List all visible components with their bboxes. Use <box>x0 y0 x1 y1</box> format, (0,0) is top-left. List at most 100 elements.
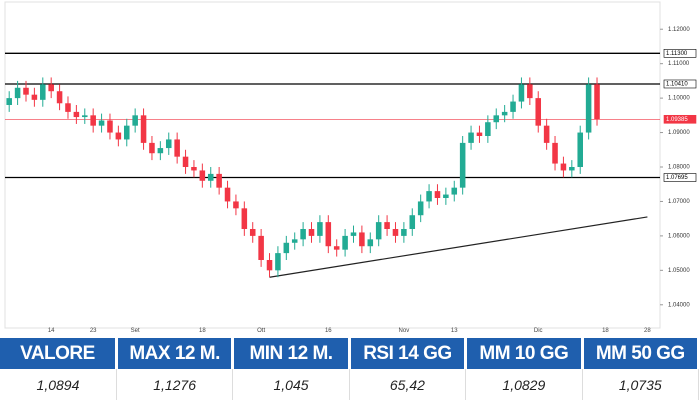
candle-body <box>291 239 298 243</box>
candle-body <box>350 232 357 236</box>
x-tick-label: 14 <box>48 328 55 334</box>
candle-body <box>90 115 96 126</box>
candle-body <box>560 163 567 171</box>
header-cell: MAX 12 M. <box>116 338 235 369</box>
y-tick-label: 1.05000 <box>668 268 690 274</box>
candle-body <box>459 142 466 188</box>
candle-body <box>157 148 164 154</box>
candle-body <box>258 235 264 260</box>
y-tick-label: 1.04000 <box>668 302 690 308</box>
plot-frame <box>4 1 661 329</box>
candle-body <box>527 84 533 99</box>
candle-body <box>48 84 54 92</box>
value-cell: 1,1276 <box>116 369 234 400</box>
value-cell: 1,0829 <box>465 369 583 400</box>
x-tick-label: 18 <box>199 328 206 334</box>
candle-body <box>98 120 105 126</box>
candle-body <box>6 98 12 105</box>
y-tick-label: 1.06000 <box>668 233 690 239</box>
candle-body <box>325 222 332 247</box>
header-cell: VALORE <box>0 338 118 369</box>
candle-body <box>174 139 180 157</box>
header-cell: MIN 12 M. <box>232 338 351 369</box>
candle-body <box>434 191 441 198</box>
candle-body <box>535 98 542 126</box>
candle-body <box>308 229 315 236</box>
level-label-box <box>663 49 697 58</box>
x-tick-label: 13 <box>451 328 458 334</box>
level-label-box <box>663 79 697 89</box>
candle-body <box>241 208 248 229</box>
candle-body <box>333 246 340 250</box>
candle-body <box>65 103 71 112</box>
candle-body <box>476 132 483 136</box>
candle-body <box>317 222 323 236</box>
value-row: 1,0894 1,1276 1,045 65,42 1,0829 1,0735 <box>0 369 700 400</box>
header-cell: MM 10 GG <box>465 338 584 369</box>
candle-body <box>300 229 306 240</box>
candle-body <box>132 115 138 126</box>
candle-body <box>82 115 88 118</box>
candle-body <box>543 125 550 143</box>
candle-body <box>468 132 474 143</box>
x-tick-label: 18 <box>602 328 609 334</box>
candle-body <box>342 235 348 250</box>
header-cell: RSI 14 GG <box>349 338 468 369</box>
candle-body <box>107 120 113 133</box>
candle-body <box>31 94 38 100</box>
level-label: 1.10410 <box>666 82 688 88</box>
candle-body <box>501 111 508 116</box>
candle-body <box>375 222 382 240</box>
candle-body <box>207 173 214 181</box>
candle-body <box>115 132 122 140</box>
candle-body <box>266 260 273 271</box>
candle-body <box>401 229 407 236</box>
level-label: 1.11300 <box>666 51 688 57</box>
header-cell: MM 50 GG <box>582 338 700 369</box>
candle-body <box>56 91 63 104</box>
header-row: VALORE MAX 12 M. MIN 12 M. RSI 14 GG MM … <box>0 338 700 369</box>
candle-body <box>14 87 21 99</box>
candle-body <box>224 187 231 202</box>
candle-body <box>552 142 558 164</box>
candle-body <box>493 115 500 123</box>
candle-body <box>140 115 147 143</box>
candle-body <box>249 229 256 236</box>
candle-body <box>233 201 239 209</box>
trend-line <box>269 216 648 278</box>
candle-body <box>165 139 172 149</box>
candle-body <box>577 132 583 167</box>
candle-body <box>426 191 432 202</box>
candle-body <box>443 194 449 198</box>
x-tick-label: 23 <box>90 328 97 334</box>
candle-body <box>409 215 416 229</box>
candle-body <box>283 242 290 254</box>
candle-body <box>485 122 491 136</box>
x-tick-label: 28 <box>644 328 651 334</box>
candle-body <box>518 84 525 102</box>
candle-body <box>199 170 206 181</box>
level-label-box <box>663 173 697 182</box>
level-label: 1.09385 <box>666 117 688 123</box>
level-label: 1.07695 <box>666 175 688 181</box>
level-label-box <box>663 114 697 124</box>
x-tick-label: Ott <box>257 328 265 334</box>
x-tick-label: Dic <box>534 328 543 334</box>
y-tick-label: 1.09000 <box>668 130 690 136</box>
candle-body <box>73 111 80 118</box>
y-tick-label: 1.12000 <box>668 27 690 33</box>
value-cell: 65,42 <box>349 369 467 400</box>
candle-body <box>275 253 281 271</box>
x-tick-label: 16 <box>325 328 332 334</box>
x-tick-label: Nov <box>399 328 410 334</box>
y-tick-label: 1.07000 <box>668 199 690 205</box>
candle-body <box>367 239 374 247</box>
candle-body <box>359 232 365 247</box>
value-cell: 1,045 <box>232 369 350 400</box>
candle-body <box>384 222 390 229</box>
candle-body <box>149 142 155 154</box>
value-cell: 1,0894 <box>0 369 117 400</box>
value-cell: 1,0735 <box>582 369 700 400</box>
chart: 1.04000 1.05000 1.06000 1.07000 1.08000 1.090… <box>4 1 697 334</box>
